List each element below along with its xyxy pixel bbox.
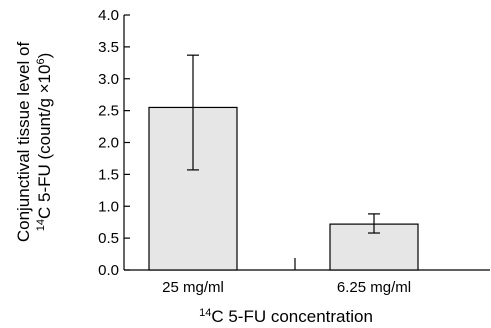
x-axis-title: 14C 5-FU concentration: [199, 307, 373, 326]
x-category-label: 6.25 mg/ml: [337, 279, 411, 296]
y-axis-title-line1: Conjunctival tissue level of: [14, 42, 33, 243]
error-bars: [187, 54, 380, 234]
y-axis-title-close: ): [35, 53, 54, 59]
y-tick-label: 3.0: [98, 71, 119, 88]
x-axis-title-superscript: 14: [199, 307, 211, 319]
bars: [148, 106, 419, 271]
y-tick-label: 3.5: [98, 39, 119, 56]
tick-labels: 0.0 0.5 1.0 1.5 2.0 2.5 3.0 3.5 4.0 25 mg/ml 6.25 …: [98, 7, 411, 296]
y-axis-title: Conjunctival tissue level of: [14, 42, 33, 243]
y-tick-label: 0.0: [98, 262, 119, 279]
y-axis-title-second-line: 14C 5-FU (count/g ×106): [35, 53, 54, 232]
y-tick-label: 1.5: [98, 166, 119, 183]
y-axis-title-line2: C 5-FU (count/g ×10: [35, 65, 54, 220]
y-axis-title-exponent: 6: [35, 58, 47, 64]
y-tick-label: 1.0: [98, 198, 119, 215]
x-category-label: 25 mg/ml: [162, 279, 224, 296]
y-axis-title-superscript: 14: [35, 219, 47, 231]
x-axis-title-text: C 5-FU concentration: [211, 307, 373, 326]
y-tick-label: 2.0: [98, 135, 119, 152]
y-tick-label: 0.5: [98, 230, 119, 247]
y-tick-label: 2.5: [98, 103, 119, 120]
y-tick-label: 4.0: [98, 7, 119, 24]
